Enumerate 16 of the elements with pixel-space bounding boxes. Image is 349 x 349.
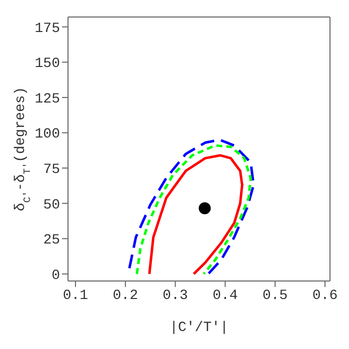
x-tick-label: 0.5 <box>262 288 288 304</box>
y-tick-label: 50 <box>43 197 60 214</box>
x-tick-label: 0.6 <box>312 288 338 304</box>
x-axis-title: |C′/T′| <box>170 320 228 336</box>
y-tick-label: 150 <box>34 56 60 72</box>
line-series <box>148 154 244 276</box>
y-tick-label: 125 <box>34 91 60 108</box>
x-tick-label: 0.2 <box>112 288 138 304</box>
x-tick-label: 0.4 <box>212 288 238 304</box>
x-tick-label: 0.1 <box>62 288 88 304</box>
x-tick-label: 0.3 <box>162 288 188 304</box>
y-tick-label: 100 <box>34 126 60 143</box>
y-tick-label: 175 <box>34 20 60 37</box>
y-tick-label: 25 <box>43 232 60 249</box>
y-tick-label: 75 <box>43 162 60 178</box>
y-tick-label: 0 <box>52 268 60 284</box>
